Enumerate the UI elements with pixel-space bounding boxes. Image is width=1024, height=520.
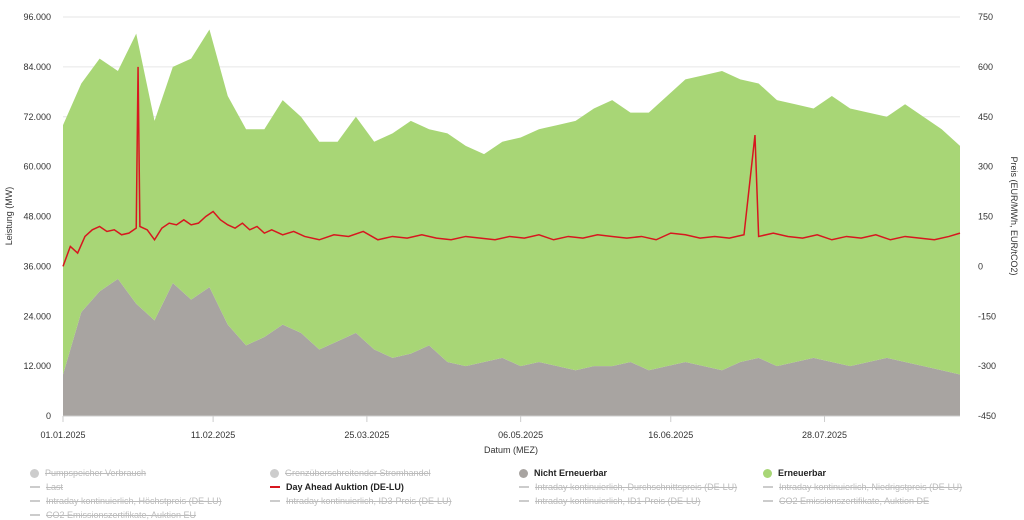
y-right-tick-label: -150: [978, 311, 996, 321]
area-erneuerbar: [63, 29, 960, 375]
legend-marker-dot: [519, 468, 528, 478]
price-lines: [62, 66, 961, 267]
legend-marker-line: [519, 500, 529, 502]
legend-item[interactable]: Day Ahead Auktion (DE-LU): [270, 482, 404, 492]
x-tick-label: 06.05.2025: [498, 430, 543, 440]
legend-label: CO2 Emissionszertifikate, Auktion EU: [46, 510, 197, 520]
legend-item[interactable]: Nicht Erneuerbar: [519, 468, 607, 478]
y-left-tick-label: 24.000: [23, 311, 51, 321]
legend-label: Nicht Erneuerbar: [534, 468, 608, 478]
line-day-ahead-auktion-de-lu-: [62, 66, 961, 267]
stacked-areas: [63, 29, 960, 416]
legend-marker-dot: [30, 468, 39, 478]
y-left-tick-label: 12.000: [23, 361, 51, 371]
y-right-tick-label: 600: [978, 62, 993, 72]
legend-item[interactable]: Intraday kontinuierlich, ID1-Preis (DE-L…: [519, 496, 701, 506]
y-right-tick-label: -300: [978, 361, 996, 371]
legend-marker-dot: [763, 468, 772, 478]
y-right-tick-label: 300: [978, 162, 993, 172]
y-right-tick-label: -450: [978, 411, 996, 421]
legend-item[interactable]: Pumpspeicher Verbrauch: [30, 468, 146, 478]
legend-marker-line: [270, 486, 280, 488]
y-left-tick-label: 60.000: [23, 162, 51, 172]
legend-label: Pumpspeicher Verbrauch: [45, 468, 147, 478]
legend: Pumpspeicher Verbrauch Grenzüberschreiten…: [0, 462, 1024, 520]
legend-label: Grenzüberschreitender Stromhandel: [285, 468, 431, 478]
legend-marker-line: [30, 486, 40, 488]
legend-item[interactable]: Last: [30, 482, 63, 492]
legend-marker-line: [763, 500, 773, 502]
legend-marker-line: [30, 514, 40, 516]
x-tick-label: 25.03.2025: [344, 430, 389, 440]
legend-marker-line: [519, 486, 529, 488]
y-right-tick-label: 0: [978, 261, 983, 271]
y-axis-left: 0 12.000 24.000 36.000 48.000 60.000 72.000 84.…: [23, 12, 51, 421]
x-axis-title: Datum (MEZ): [484, 445, 538, 455]
y-right-tick-label: 750: [978, 12, 993, 22]
legend-label: Erneuerbar: [778, 468, 827, 478]
y-right-tick-label: 450: [978, 112, 993, 122]
legend-item[interactable]: Intraday kontinuierlich, Niedrigstpreis …: [763, 482, 962, 492]
x-tick-label: 28.07.2025: [802, 430, 847, 440]
legend-item[interactable]: CO2 Emissionszertifikate, Auktion DE: [763, 496, 929, 506]
chart: 0 12.000 24.000 36.000 48.000 60.000 72.000 84.…: [4, 12, 1019, 455]
legend-label: Intraday kontinuierlich, ID3-Preis (DE-L…: [286, 496, 452, 506]
legend-item[interactable]: Grenzüberschreitender Stromhandel: [270, 468, 431, 478]
legend-label: Intraday kontinuierlich, Niedrigstpreis …: [779, 482, 963, 492]
x-axis: 01.01.2025 11.02.2025 25.03.2025 06.05.2025…: [40, 416, 847, 440]
y-right-tick-label: 150: [978, 212, 993, 222]
y-left-tick-label: 0: [46, 411, 51, 421]
y-left-tick-label: 48.000: [23, 212, 51, 222]
legend-label: Intraday kontinuierlich, Höchstpreis (DE…: [46, 496, 222, 506]
legend-item[interactable]: Intraday kontinuierlich, Höchstpreis (DE…: [30, 496, 222, 506]
legend-marker-line: [270, 500, 280, 502]
x-tick-label: 01.01.2025: [40, 430, 85, 440]
y-axis-left-title: Leistung (MW): [4, 187, 14, 246]
legend-marker-line: [763, 486, 773, 488]
x-tick-label: 16.06.2025: [648, 430, 693, 440]
legend-marker-line: [30, 500, 40, 502]
legend-label: Intraday kontinuierlich, Durchschnittspr…: [535, 482, 738, 492]
y-left-tick-label: 36.000: [23, 261, 51, 271]
legend-label: Intraday kontinuierlich, ID1-Preis (DE-L…: [535, 496, 701, 506]
legend-item[interactable]: Intraday kontinuierlich, Durchschnittspr…: [519, 482, 737, 492]
x-tick-label: 11.02.2025: [191, 430, 235, 440]
legend-item[interactable]: CO2 Emissionszertifikate, Auktion EU: [30, 510, 196, 520]
legend-label: Day Ahead Auktion (DE-LU): [286, 482, 404, 492]
y-left-tick-label: 96.000: [23, 12, 51, 22]
y-axis-right-title: Preis (EUR/MWh, EUR/tCO2): [1009, 156, 1019, 275]
legend-item[interactable]: Erneuerbar: [763, 468, 826, 478]
legend-label: CO2 Emissionszertifikate, Auktion DE: [779, 496, 930, 506]
y-axis-right: -450 -300 -150 0 150 300 450 600 750: [978, 12, 996, 421]
y-left-tick-label: 84.000: [23, 62, 51, 72]
legend-label: Last: [46, 482, 64, 492]
legend-item[interactable]: Intraday kontinuierlich, ID3-Preis (DE-L…: [270, 496, 452, 506]
area-nicht-erneuerbar: [63, 278, 960, 416]
y-left-tick-label: 72.000: [23, 112, 51, 122]
legend-marker-dot: [270, 468, 279, 478]
